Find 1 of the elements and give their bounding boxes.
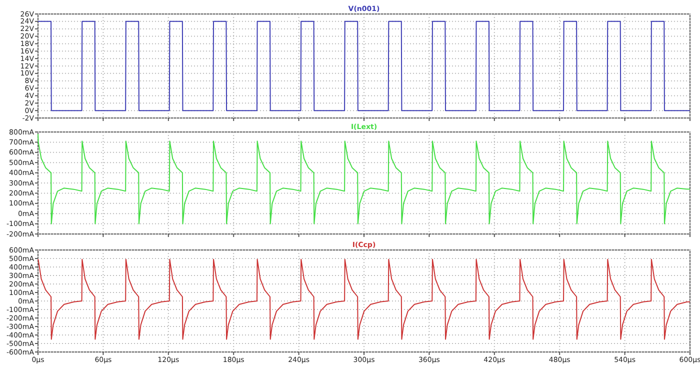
line-series xyxy=(38,258,690,340)
